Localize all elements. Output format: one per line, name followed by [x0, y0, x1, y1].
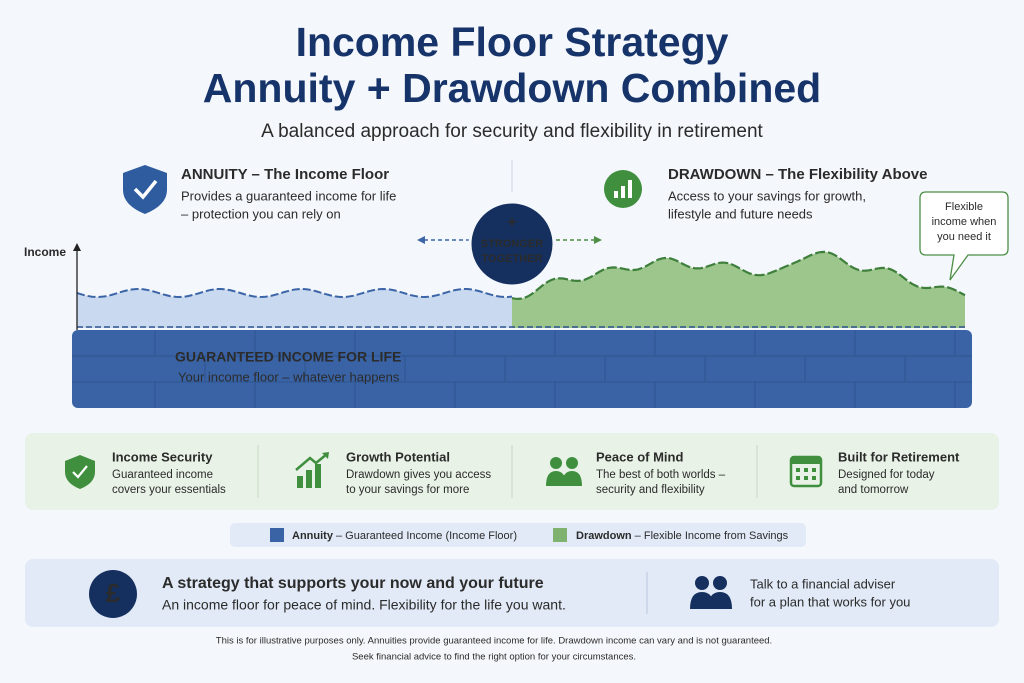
feature-icon — [546, 457, 582, 486]
banner-title: A strategy that supports your now and yo… — [162, 575, 544, 592]
legend-swatch — [553, 528, 567, 542]
arrowhead — [594, 236, 602, 244]
feature-icon — [72, 465, 88, 479]
feature-icon — [789, 455, 823, 488]
callout-text: income when — [932, 216, 997, 228]
floor-title: GUARANTEED INCOME FOR LIFE — [175, 349, 401, 365]
check — [133, 179, 158, 200]
annuity-area — [77, 289, 512, 328]
feature-text: Guaranteed income — [112, 469, 213, 481]
legend — [230, 523, 806, 547]
badge-text: TOGETHER — [482, 253, 543, 265]
title: Income Floor Strategy — [296, 19, 729, 65]
legend-description: – Guaranteed Income (Income Floor) — [333, 530, 517, 542]
feature-title: Peace of Mind — [596, 449, 683, 464]
banner — [25, 559, 999, 627]
arrowhead — [417, 236, 425, 244]
badge — [468, 200, 556, 288]
legend-name: Annuity — [292, 530, 334, 542]
shield-icon — [123, 165, 167, 214]
pound-symbol: £ — [106, 578, 121, 608]
subtitle: A balanced approach for security and fle… — [261, 121, 763, 142]
annuity-text: Provides a guaranteed income for life — [181, 188, 396, 203]
callout — [919, 191, 1009, 281]
drawdown-area — [512, 251, 965, 328]
income-floor — [72, 330, 972, 408]
feature-text: Designed for today — [838, 469, 935, 481]
pound-icon — [89, 570, 137, 618]
adviser-text: for a plan that works for you — [750, 594, 910, 609]
waves — [76, 250, 966, 328]
badge-symbol: + — [507, 214, 516, 231]
feature-text: covers your essentials — [112, 484, 226, 496]
features: Income Security Guaranteed income covers y… — [112, 449, 960, 496]
legend-name: Drawdown — [576, 530, 632, 542]
annuity-heading: ANNUITY – The Income Floor — [181, 166, 389, 183]
legend-entry: Drawdown – Flexible Income from Savings — [576, 530, 789, 542]
feature-title: Built for Retirement — [838, 449, 960, 464]
drawdown-text: Access to your savings for growth, — [668, 188, 866, 203]
callout-text: Flexible — [945, 201, 983, 213]
callout-text: you need it — [937, 231, 991, 243]
drawdown-text: lifestyle and future needs — [668, 206, 813, 221]
feature-title: Income Security — [112, 449, 213, 464]
feature-icon — [295, 452, 329, 488]
banner-text: An income floor for peace of mind. Flexi… — [162, 597, 566, 613]
disclaimer: Seek financial advice to find the right … — [352, 652, 636, 663]
bars — [614, 180, 632, 198]
legend-entry: Annuity – Guaranteed Income (Income Floo… — [292, 530, 517, 542]
title: Annuity + Drawdown Combined — [203, 65, 821, 111]
disclaimer: This is for illustrative purposes only. … — [216, 636, 772, 647]
feature-dividers — [257, 445, 758, 498]
drawdown-edge — [511, 250, 966, 301]
drawdown-heading: DRAWDOWN – The Flexibility Above — [668, 166, 927, 183]
adviser-icon — [690, 576, 732, 609]
annuity-edge — [76, 287, 513, 299]
legend-swatch — [270, 528, 284, 542]
axis-arrow — [73, 243, 81, 251]
feature-text: and tomorrow — [838, 484, 909, 496]
feature-text: Drawdown gives you access — [346, 469, 491, 481]
feature-icon — [65, 455, 95, 489]
badge-text: STRONGER — [481, 238, 543, 250]
feature-text: to your savings for more — [346, 484, 469, 496]
adviser-text: Talk to a financial adviser — [750, 576, 896, 591]
annuity-text: – protection you can rely on — [181, 206, 341, 221]
legend-description: – Flexible Income from Savings — [632, 530, 789, 542]
axis-label: Income — [24, 245, 66, 259]
feature-text: security and flexibility — [596, 484, 705, 496]
floor-subtitle: Your income floor – whatever happens — [178, 369, 400, 384]
feature-text: The best of both worlds – — [596, 469, 726, 481]
feature-title: Growth Potential — [346, 449, 450, 464]
bricks — [72, 330, 972, 408]
